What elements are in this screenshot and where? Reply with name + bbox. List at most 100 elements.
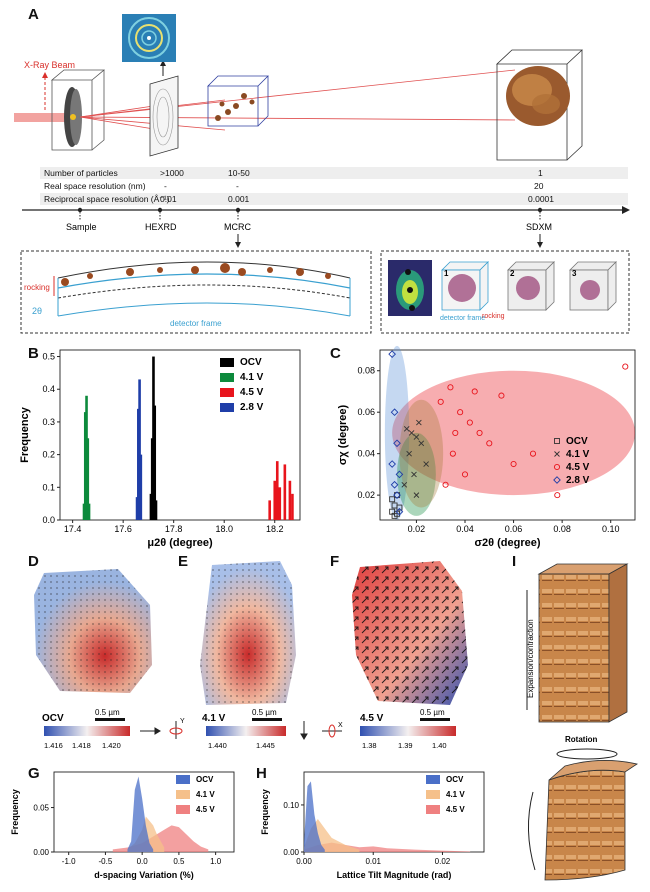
legend-swatch xyxy=(426,790,440,799)
row-label: Number of particles xyxy=(44,168,118,178)
mcrc-detector xyxy=(207,75,269,127)
map-f xyxy=(352,561,468,705)
plot-frame xyxy=(59,349,301,521)
legend-label: 4.1 V xyxy=(566,449,590,460)
data-point xyxy=(416,419,422,426)
legend-swatch xyxy=(220,388,234,397)
x-tick-label: 0.00 xyxy=(296,857,312,866)
legend-label: OCV xyxy=(196,775,214,784)
bar xyxy=(291,493,294,520)
data-point xyxy=(396,504,403,511)
map-f-state: 4.5 V xyxy=(360,713,384,724)
axis-y-label: Y xyxy=(180,718,185,725)
legend-label: 4.1 V xyxy=(446,790,465,799)
bar xyxy=(86,438,90,520)
timeline-hexrd: HEXRD xyxy=(145,222,177,232)
legend-swatch xyxy=(426,805,440,814)
y-tick-label: 0.00 xyxy=(33,848,49,857)
data-point xyxy=(391,512,398,519)
row-mcrc: 0.001 xyxy=(228,194,250,204)
data-point xyxy=(461,471,469,478)
y-axis-label: σχ (degree) xyxy=(337,405,349,466)
data-point xyxy=(395,470,404,479)
axis-x-label: X xyxy=(338,722,343,729)
row-label: Reciprocal space resolution (Å⁻¹) xyxy=(44,194,170,204)
chart-g: -1.0 -0.5 0.0 0.5 1.0 0.00 0.05 d-spacing Varia… xyxy=(10,771,235,880)
data-point xyxy=(389,496,396,503)
row-mcrc: 10-50 xyxy=(228,168,250,178)
data-point xyxy=(393,491,401,499)
y-tick-label: 0.00 xyxy=(283,848,299,857)
x-tick-label: -1.0 xyxy=(62,857,76,866)
legend-label: 2.8 V xyxy=(566,475,590,486)
legend-swatch xyxy=(220,403,234,412)
row-mcrc: - xyxy=(236,181,239,191)
row-sdxm: 0.0001 xyxy=(528,194,554,204)
sdxm-marker-3: 3 xyxy=(572,269,577,278)
x-axis-label: σ2θ (degree) xyxy=(474,537,540,549)
sdxm-inset: detector frame rocking 1 2 3 xyxy=(380,250,630,334)
x-tick-label: 18.2 xyxy=(266,524,284,534)
x-tick-label: 0.02 xyxy=(435,857,451,866)
panel-label-c: C xyxy=(330,345,341,362)
plot-frame xyxy=(379,349,636,521)
hexrd-detector xyxy=(149,75,179,157)
data-point xyxy=(403,425,410,432)
data-point xyxy=(554,492,561,499)
y-tick-label: 0.06 xyxy=(357,407,375,417)
legend-label: 4.1 V xyxy=(196,790,215,799)
x-tick-label: 17.8 xyxy=(165,524,183,534)
sdxm-rocking-label: rocking xyxy=(482,313,505,320)
y-tick-label: 0.4 xyxy=(42,384,55,394)
cbar-d-tick: 1.416 xyxy=(44,741,63,750)
y-tick-label: 0.04 xyxy=(357,449,375,459)
data-point xyxy=(529,450,537,457)
rotation-arrow-icon xyxy=(556,748,618,760)
y-tick-label: 0.08 xyxy=(357,366,375,376)
x-tick-label: 0.01 xyxy=(365,857,381,866)
x-tick-label: 0.06 xyxy=(505,524,523,534)
xray-beam xyxy=(14,113,74,122)
two-theta-label: 2θ xyxy=(32,306,42,316)
legend-swatch xyxy=(426,775,440,784)
rotation-y-icon xyxy=(140,721,183,739)
legend-swatch xyxy=(220,373,234,382)
cluster-ellipse xyxy=(397,432,436,516)
y-tick-label: 0.10 xyxy=(283,801,299,810)
row-label: Real space resolution (nm) xyxy=(44,181,146,191)
bar xyxy=(154,500,158,520)
colorbar-f xyxy=(360,726,456,736)
rotation-label: Rotation xyxy=(565,735,598,744)
sdxm-detector-label: detector frame xyxy=(440,315,485,322)
panel-label-d: D xyxy=(28,553,39,570)
panel-label-a: A xyxy=(28,6,39,23)
panel-label-i: I xyxy=(512,553,517,570)
cbar-f-tick: 1.38 xyxy=(362,741,377,750)
data-point xyxy=(449,450,456,457)
x-tick-label: 0.10 xyxy=(602,524,620,534)
sdxm-particle xyxy=(506,66,570,126)
legend-label: 4.1 V xyxy=(240,372,264,383)
cluster-ellipse xyxy=(384,345,410,520)
panel-label-e: E xyxy=(178,553,189,570)
legend-label: 4.5 V xyxy=(196,805,215,814)
mcrc-inset: rocking 2θ detector frame xyxy=(20,250,372,334)
sdxm-box xyxy=(495,49,584,161)
y-tick-label: 0.0 xyxy=(42,515,55,525)
data-point xyxy=(390,408,399,417)
data-point xyxy=(408,430,415,436)
row-sdxm: 1 xyxy=(538,168,543,178)
strain-maps: 0.5 µm 0.5 µm 0.5 µm OCV 4.1 V 4.5 V 1.4… xyxy=(34,561,468,750)
expansion-label: Expansion/contraction xyxy=(526,619,535,698)
table-row: Real space resolution (nm) - - 20 xyxy=(40,180,628,192)
row-hexrd: >1000 xyxy=(160,168,184,178)
y-axis-label: Frequency xyxy=(19,406,31,463)
x-tick-label: 1.0 xyxy=(210,857,222,866)
histogram-area xyxy=(304,781,325,852)
map-e-state: 4.1 V xyxy=(202,713,226,724)
panel-label-b: B xyxy=(28,345,39,362)
x-tick-label: 17.6 xyxy=(114,524,132,534)
panel-i-illustration: Expansion/contraction Rotation xyxy=(526,563,639,881)
bar xyxy=(138,379,141,520)
data-point xyxy=(554,451,560,457)
